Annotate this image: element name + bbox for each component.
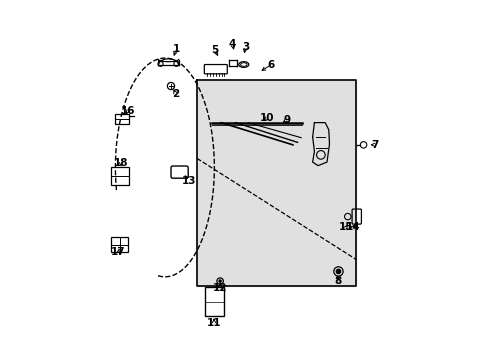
Bar: [115, 114, 129, 125]
Text: 15: 15: [338, 222, 352, 232]
Text: 5: 5: [211, 45, 218, 55]
Text: 4: 4: [228, 40, 236, 49]
Text: 6: 6: [267, 59, 274, 69]
Circle shape: [336, 269, 340, 274]
Text: 7: 7: [371, 140, 378, 150]
Text: 2: 2: [172, 89, 179, 99]
Text: 1: 1: [172, 44, 180, 54]
Text: 12: 12: [212, 283, 227, 293]
Bar: [204, 287, 223, 316]
Text: 18: 18: [113, 158, 128, 168]
Text: 17: 17: [111, 247, 125, 257]
Bar: [110, 237, 128, 252]
Text: 16: 16: [121, 106, 135, 116]
Text: 13: 13: [182, 176, 196, 186]
Text: 8: 8: [334, 276, 342, 286]
Text: 9: 9: [283, 115, 290, 125]
Text: 11: 11: [206, 318, 221, 328]
Bar: [110, 167, 129, 185]
Circle shape: [219, 280, 221, 282]
Text: 3: 3: [242, 42, 249, 51]
Text: 10: 10: [259, 113, 273, 123]
Text: 14: 14: [345, 222, 360, 232]
Polygon shape: [197, 80, 356, 286]
